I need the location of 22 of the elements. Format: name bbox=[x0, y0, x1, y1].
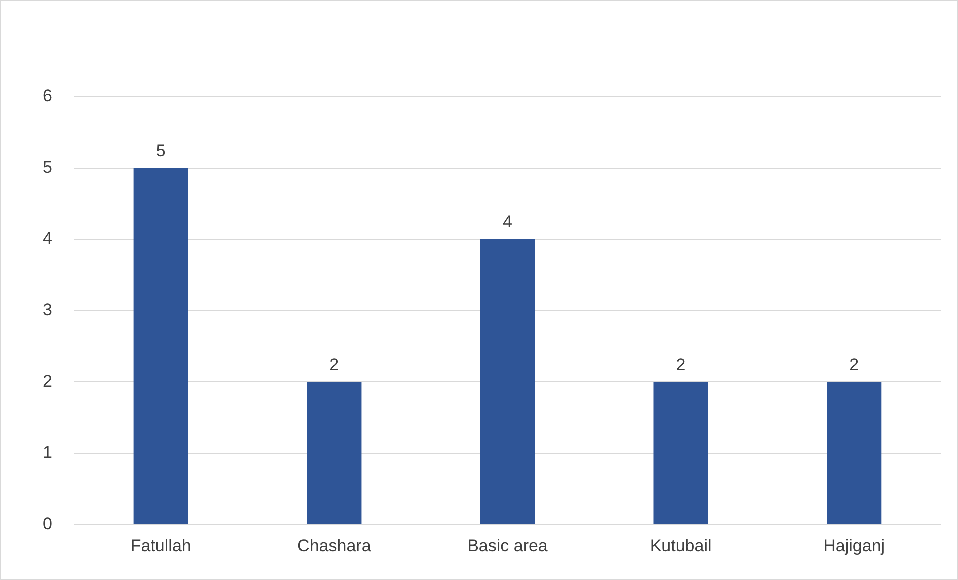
y-tick-label: 0 bbox=[42, 514, 52, 534]
bar bbox=[307, 382, 362, 524]
x-tick-label: Hajiganj bbox=[824, 536, 886, 556]
x-tick-label: Fatullah bbox=[130, 536, 192, 556]
data-label: 4 bbox=[502, 212, 512, 232]
y-tick-label: 5 bbox=[42, 158, 52, 177]
bar bbox=[827, 382, 882, 524]
bar bbox=[134, 168, 188, 524]
x-tick-label: Kutubail bbox=[650, 536, 712, 556]
bar bbox=[654, 382, 708, 524]
data-label: 2 bbox=[850, 355, 860, 374]
y-tick-label: 1 bbox=[42, 443, 52, 462]
y-tick-label: 3 bbox=[42, 300, 52, 320]
bar bbox=[480, 240, 536, 524]
x-tick-label: Basic area bbox=[468, 536, 548, 556]
data-label: 2 bbox=[676, 355, 686, 374]
y-tick-label: 4 bbox=[42, 229, 52, 248]
y-tick-label: 2 bbox=[42, 372, 52, 391]
y-tick-label: 6 bbox=[42, 86, 52, 106]
data-label: 5 bbox=[156, 141, 166, 160]
x-tick-label: Chashara bbox=[298, 536, 372, 556]
data-label: 2 bbox=[330, 355, 340, 374]
